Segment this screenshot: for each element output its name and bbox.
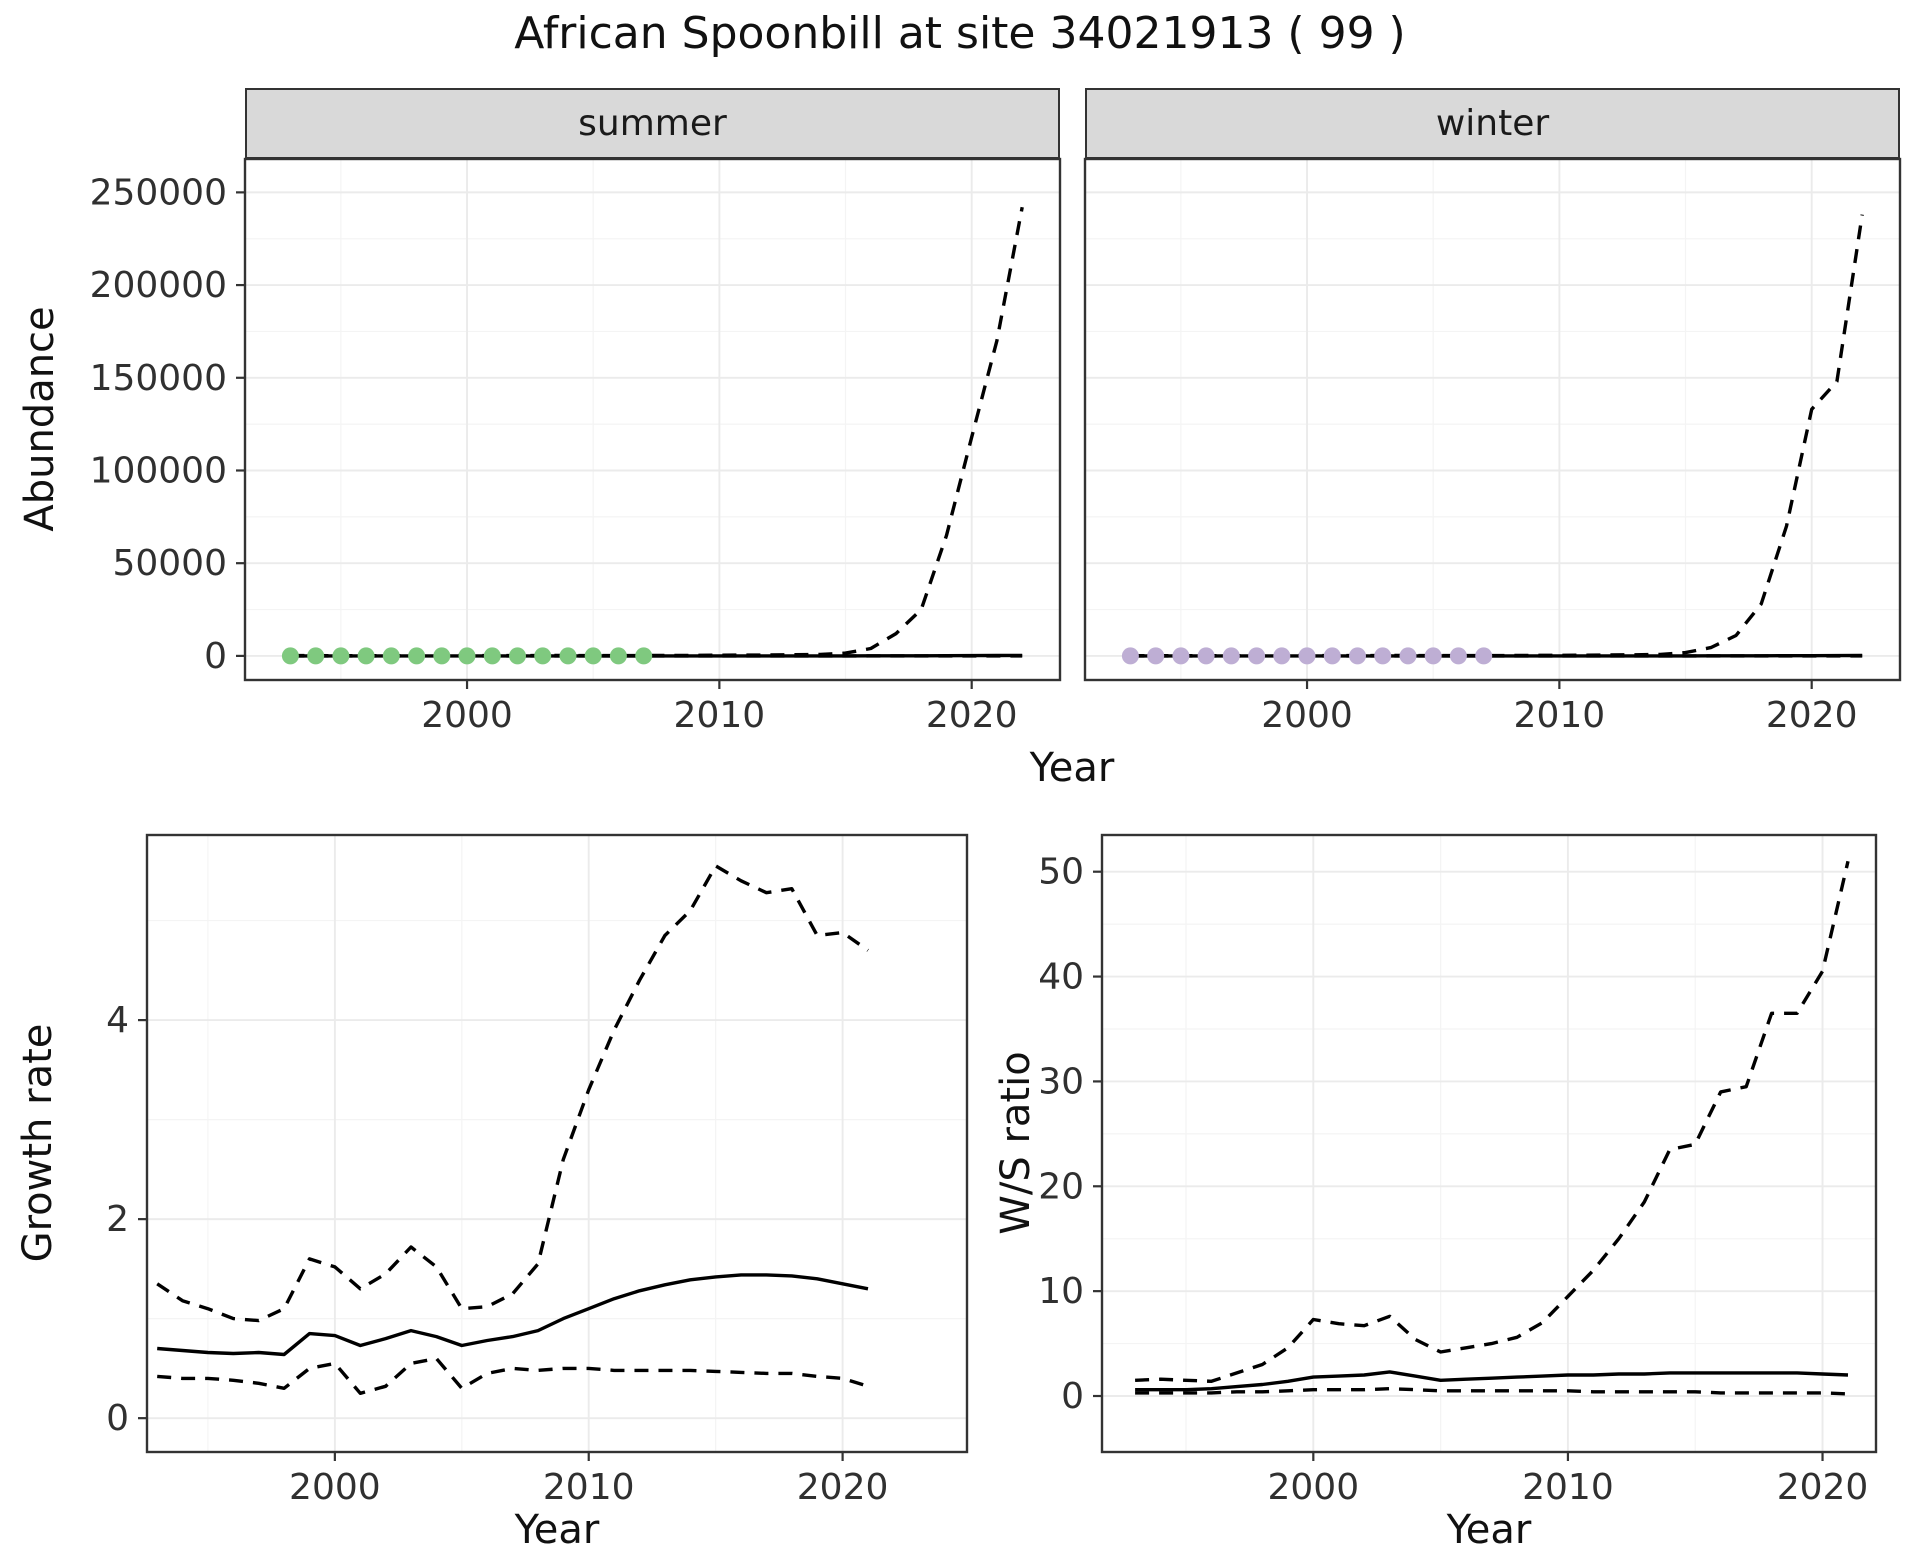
y-tick-label: 150000 — [90, 358, 227, 399]
x-tick-label: 2000 — [421, 695, 513, 736]
growth-upper-ci — [156, 864, 869, 1323]
observed-count-point-summer — [332, 647, 350, 665]
observed-count-point-winter — [1298, 647, 1316, 665]
observed-count-point-summer — [609, 647, 627, 665]
growth-median — [157, 1273, 869, 1357]
x-tick-label: 2000 — [1261, 695, 1353, 736]
panel-border — [1083, 157, 1902, 682]
observed-count-point-winter — [1449, 647, 1467, 665]
x-tick-label: 2000 — [1268, 1467, 1360, 1508]
observed-count-point-summer — [509, 647, 526, 665]
x-tick-label: 2020 — [1766, 695, 1858, 736]
y-tick-label: 250000 — [90, 172, 227, 213]
observed-count-point-winter — [1121, 647, 1139, 665]
y-tick-label: 0 — [204, 636, 227, 677]
x-axis-title-ws-ratio: Year — [1446, 1507, 1532, 1553]
panel-abundance-winter: 2000 2010 2020 — [1083, 157, 1902, 736]
panel-growth-main: 2000 2010 2020 0 2 4 — [106, 833, 969, 1508]
x-tick-label: 2010 — [1522, 1467, 1614, 1508]
x-tick-label: 2020 — [1777, 1467, 1869, 1508]
panel-abundance-summer: 2000 2010 2020 0 50000 100000 150000 200000 2500… — [90, 157, 1062, 736]
panel-border — [243, 157, 1062, 682]
modelled-median — [290, 653, 1023, 658]
y-axis-title-abundance: Abundance — [17, 306, 63, 532]
observed-count-point-winter — [1424, 647, 1442, 665]
panel-background — [1102, 835, 1876, 1452]
observed-count-point-winter — [1475, 647, 1493, 665]
observed-count-point-winter — [1273, 647, 1291, 665]
y-tick-label: 40 — [1038, 957, 1084, 998]
ws-upper-ci — [1135, 860, 1850, 1383]
x-tick-label: 2010 — [674, 695, 766, 736]
facet-strip-summer-label: summer — [578, 103, 727, 144]
observed-count-point-summer — [281, 647, 299, 665]
x-tick-label: 2010 — [1514, 695, 1606, 736]
x-tick-label: 2020 — [926, 695, 1018, 736]
observed-count-point-winter — [1197, 647, 1215, 665]
x-tick-label: 2020 — [797, 1467, 889, 1508]
observed-count-point-summer — [534, 647, 552, 665]
observed-count-point-summer — [483, 647, 501, 665]
observed-count-point-summer — [584, 647, 602, 665]
observed-count-point-summer — [307, 647, 325, 665]
observed-count-point-winter — [1323, 647, 1341, 665]
observed-count-point-winter — [1374, 647, 1392, 665]
observed-count-point-winter — [1147, 647, 1165, 665]
facet-strip-winter-label: winter — [1435, 103, 1550, 144]
observed-count-point-summer — [433, 647, 451, 665]
y-tick-label: 10 — [1038, 1271, 1084, 1312]
y-tick-label: 0 — [106, 1398, 129, 1439]
facet-strip-summer: summer — [245, 88, 1060, 159]
x-axis-title-growth-rate: Year — [514, 1507, 600, 1553]
y-tick-label: 50 — [1038, 852, 1084, 893]
y-tick-label: 20 — [1038, 1166, 1084, 1207]
panel-border — [1100, 833, 1878, 1454]
y-tick-label: 100000 — [90, 450, 227, 491]
x-axis-title-abundance: Year — [1029, 745, 1115, 791]
y-tick-label: 4 — [106, 1000, 129, 1041]
ws-median — [1135, 1370, 1849, 1392]
observed-count-point-summer — [357, 647, 375, 665]
y-tick-label: 30 — [1038, 1061, 1084, 1102]
figure-title: African Spoonbill at site 34021913 ( 99 … — [514, 8, 1406, 59]
y-tick-label: 200000 — [90, 265, 227, 306]
observed-count-point-summer — [559, 647, 577, 665]
x-tick-label: 2010 — [543, 1467, 635, 1508]
y-tick-label: 2 — [106, 1199, 129, 1240]
y-axis-title-growth-rate: Growth rate — [15, 1023, 61, 1263]
panel-ws-main: 2000 2010 2020 0 10 20 30 40 50 — [1038, 833, 1878, 1508]
observed-count-point-summer — [635, 647, 653, 665]
panel-border — [145, 833, 969, 1454]
observed-count-point-winter — [1222, 647, 1240, 665]
observed-count-point-summer — [458, 647, 476, 665]
y-axis-title-ws-ratio: W/S ratio — [993, 1051, 1039, 1235]
observed-count-point-winter — [1172, 647, 1190, 665]
y-tick-label: 50000 — [112, 543, 227, 584]
observed-count-point-summer — [408, 647, 426, 665]
observed-count-point-winter — [1399, 647, 1417, 665]
observed-count-point-winter — [1248, 647, 1266, 665]
facet-strip-winter: winter — [1085, 88, 1900, 159]
panel-background — [147, 835, 967, 1452]
panel-background — [1085, 159, 1900, 680]
observed-count-point-summer — [382, 647, 400, 665]
y-tick-label: 0 — [1061, 1376, 1084, 1417]
x-tick-label: 2000 — [289, 1467, 381, 1508]
panel-background — [245, 159, 1060, 680]
observed-count-point-winter — [1349, 647, 1366, 665]
